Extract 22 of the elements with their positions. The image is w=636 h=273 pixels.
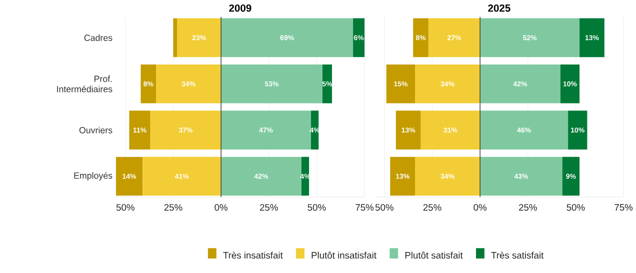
- x-tick-label: 50%: [375, 204, 394, 211]
- chart-title: 2025: [488, 4, 510, 12]
- y-tick-label: Cadres: [84, 34, 112, 41]
- x-tick-label: 25%: [423, 204, 442, 211]
- x-tick-label: 25%: [164, 204, 182, 211]
- x-tick-label: 50%: [116, 204, 134, 211]
- legend-label: Plutôt insatisfait: [312, 252, 376, 259]
- legend-label: Très satisfait: [491, 252, 544, 259]
- x-tick-label: 0%: [474, 204, 486, 211]
- legend-label: Très insatisfait: [223, 252, 283, 259]
- x-tick-label: 75%: [614, 204, 633, 211]
- y-tick-label: Employés: [74, 172, 112, 180]
- x-tick-label: 0%: [214, 204, 228, 211]
- x-tick-label: 75%: [356, 204, 374, 211]
- legend-label: Plutôt satisfait: [405, 252, 463, 259]
- y-tick-label: Ouvriers: [79, 126, 112, 134]
- x-tick-label: 50%: [308, 204, 326, 211]
- chart-title: 2009: [229, 4, 252, 12]
- x-tick-label: 25%: [260, 204, 278, 211]
- x-tick-label: 25%: [519, 204, 537, 211]
- x-tick-label: 50%: [566, 204, 585, 211]
- y-tick-label: Prof. Intermédiaires: [57, 75, 112, 92]
